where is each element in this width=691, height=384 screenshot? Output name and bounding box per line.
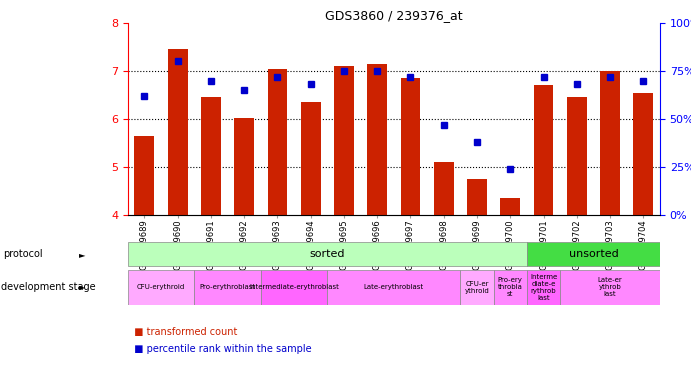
Bar <box>567 98 587 215</box>
Bar <box>267 69 287 215</box>
Bar <box>560 270 660 305</box>
Bar <box>128 242 527 266</box>
Bar <box>194 270 261 305</box>
Bar <box>328 270 460 305</box>
Text: ►: ► <box>79 283 86 291</box>
Bar <box>633 93 653 215</box>
Text: unsorted: unsorted <box>569 249 618 260</box>
Title: GDS3860 / 239376_at: GDS3860 / 239376_at <box>325 9 463 22</box>
Bar <box>367 64 387 215</box>
Bar <box>201 98 221 215</box>
Bar <box>301 102 321 215</box>
Bar <box>128 270 194 305</box>
Bar <box>527 242 660 266</box>
Bar <box>234 118 254 215</box>
Bar <box>533 86 553 215</box>
Bar <box>493 270 527 305</box>
Bar <box>460 270 493 305</box>
Text: Late-erythroblast: Late-erythroblast <box>363 284 424 290</box>
Text: ■ percentile rank within the sample: ■ percentile rank within the sample <box>128 344 312 354</box>
Text: Interme
diate-e
rythrob
last: Interme diate-e rythrob last <box>530 273 557 301</box>
Text: Pro-ery
throbla
st: Pro-ery throbla st <box>498 277 522 297</box>
Text: Late-er
ythrob
last: Late-er ythrob last <box>598 277 623 297</box>
Bar <box>434 162 454 215</box>
Bar <box>168 50 188 215</box>
Text: Intermediate-erythroblast: Intermediate-erythroblast <box>249 284 339 290</box>
Text: sorted: sorted <box>310 249 345 260</box>
Bar <box>334 66 354 215</box>
Text: ■ transformed count: ■ transformed count <box>128 327 237 337</box>
Bar <box>135 136 154 215</box>
Text: ►: ► <box>79 250 86 259</box>
Bar <box>401 78 420 215</box>
Bar <box>261 270 328 305</box>
Bar <box>527 270 560 305</box>
Bar <box>467 179 487 215</box>
Text: development stage: development stage <box>1 282 95 292</box>
Text: Pro-erythroblast: Pro-erythroblast <box>200 284 256 290</box>
Text: protocol: protocol <box>3 249 43 260</box>
Bar <box>600 71 620 215</box>
Text: CFU-erythroid: CFU-erythroid <box>137 284 185 290</box>
Text: CFU-er
ythroid: CFU-er ythroid <box>464 281 489 293</box>
Bar <box>500 198 520 215</box>
